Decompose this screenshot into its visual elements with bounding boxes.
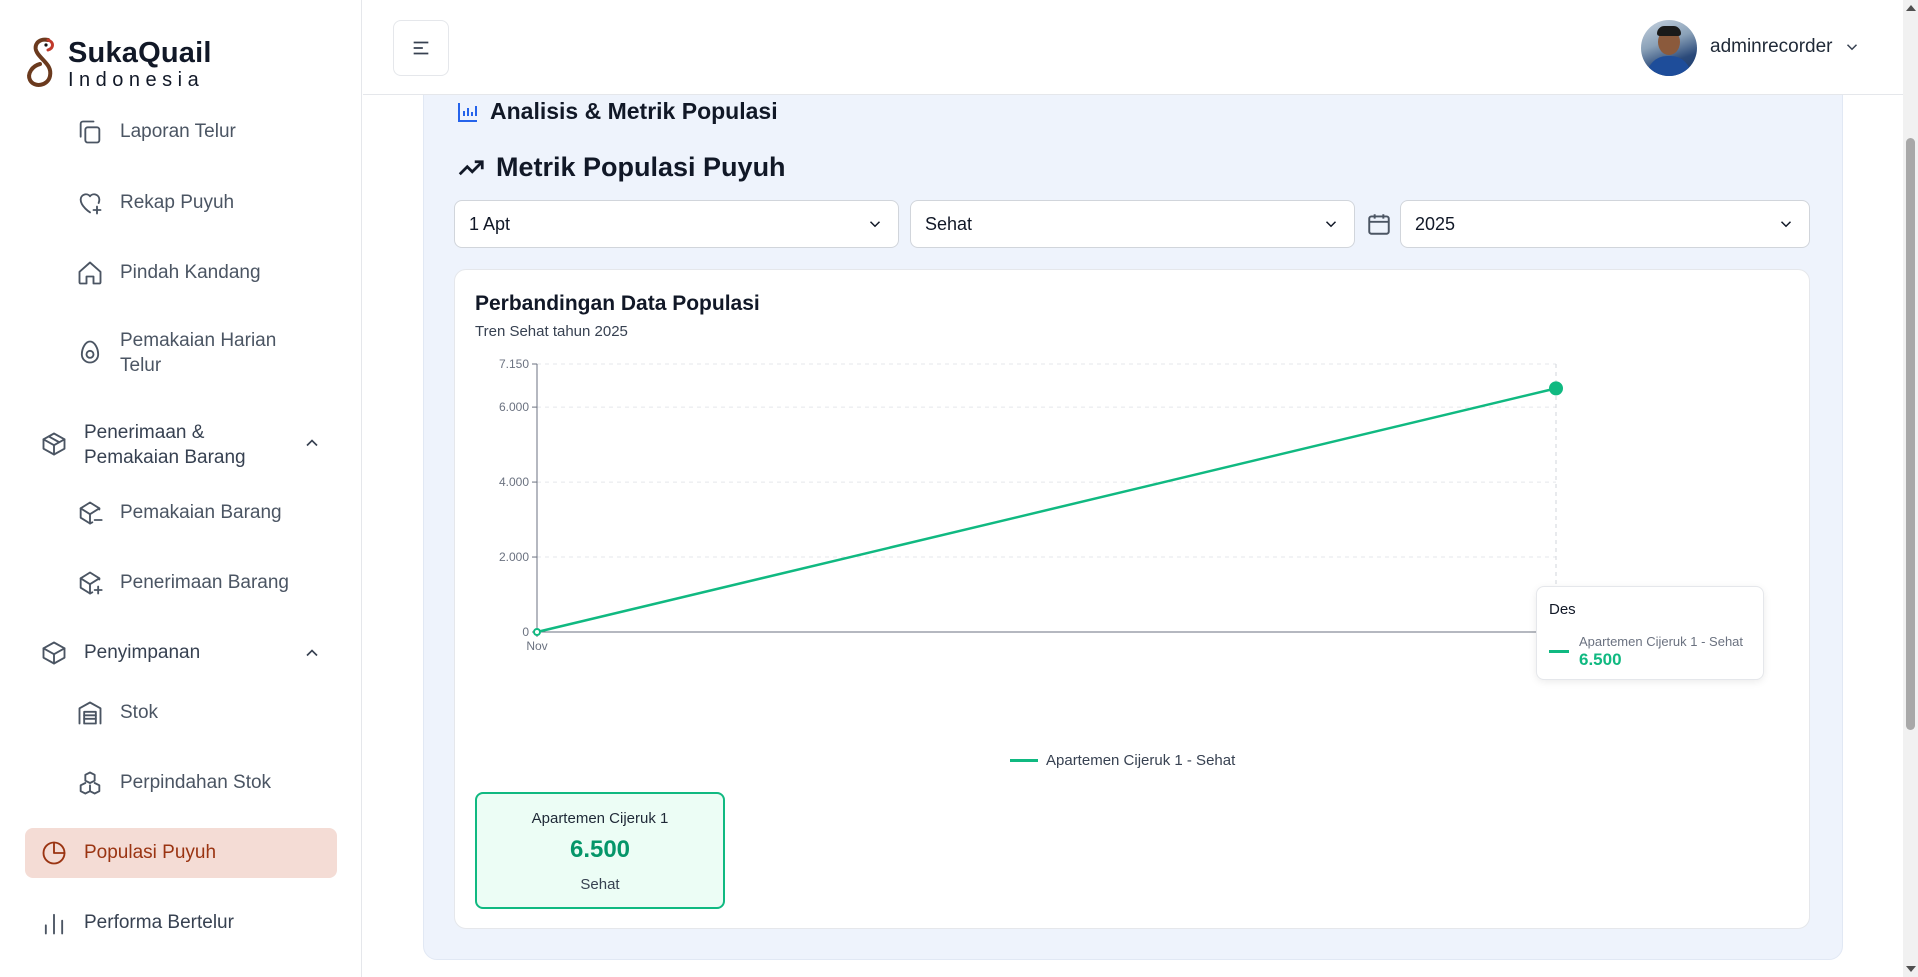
sidebar-item-label: Penerimaan Barang — [120, 572, 289, 593]
stat-status: Sehat — [580, 876, 620, 893]
warehouse-icon — [76, 699, 104, 727]
sidebar-item-label: Pemakaian Barang — [120, 502, 282, 523]
pie-chart-icon — [40, 839, 68, 867]
x-tick-label: Nov — [526, 639, 547, 653]
metric-title-text: Metrik Populasi Puyuh — [496, 152, 786, 182]
brand-title: SukaQuail — [68, 37, 212, 69]
box-icon — [40, 639, 68, 667]
population-stat-card: Apartemen Cijeruk 1 6.500 Sehat — [475, 792, 725, 909]
package-minus-icon — [76, 499, 104, 527]
sidebar-item-perpindahan-stok[interactable]: Perpindahan Stok — [76, 769, 271, 797]
chevron-down-icon — [1846, 44, 1857, 51]
section-title: Analisis & Metrik Populasi — [456, 98, 778, 125]
sidebar-item-rekap-puyuh[interactable]: Rekap Puyuh — [76, 189, 234, 217]
status-select[interactable]: Sehat — [910, 200, 1355, 248]
sidebar-item-populasi-puyuh[interactable]: Populasi Puyuh — [40, 839, 216, 867]
y-tick-label: 7.150 — [499, 357, 529, 371]
sidebar-item-pemakaian-barang[interactable]: Pemakaian Barang — [76, 499, 282, 527]
series-line — [536, 387, 1557, 634]
year-select-value: 2025 — [1415, 213, 1456, 234]
sidebar-group-label: Penyimpanan — [84, 642, 201, 663]
scroll-down-arrow-icon[interactable] — [1906, 966, 1916, 972]
trending-up-icon — [458, 159, 484, 175]
status-select-value: Sehat — [925, 213, 973, 234]
sidebar-item-label: Pindah Kandang — [120, 262, 261, 283]
y-tick-label: 0 — [522, 625, 529, 639]
sidebar-item-label: Stok — [120, 702, 159, 723]
username-label: adminrecorder — [1710, 36, 1833, 57]
chart-legend[interactable]: Apartemen Cijeruk 1 - Sehat — [1010, 752, 1235, 769]
bar-chart-icon — [458, 102, 477, 122]
year-select[interactable]: 2025 — [1400, 200, 1810, 248]
stat-name: Apartemen Cijeruk 1 — [531, 810, 669, 827]
heart-plus-icon — [76, 189, 104, 217]
chevron-up-icon[interactable] — [302, 643, 322, 663]
brand-subtitle: Indonesia — [68, 69, 205, 91]
package-plus-icon — [76, 569, 104, 597]
sidebar-item-label: Performa Bertelur — [84, 912, 234, 933]
cage-select[interactable]: 1 Apt — [454, 200, 899, 248]
y-tick-label: 4.000 — [499, 475, 529, 489]
calendar-icon — [1366, 211, 1392, 237]
avatar[interactable] — [1641, 20, 1697, 76]
metric-title: Metrik Populasi Puyuh — [456, 152, 786, 183]
legend-swatch — [1010, 759, 1038, 762]
sidebar-group-penerimaan-pemakaian[interactable]: Penerimaan & Pemakaian Barang — [40, 420, 274, 470]
section-title-text: Analisis & Metrik Populasi — [490, 98, 778, 124]
chevron-down-icon — [1325, 221, 1337, 228]
sidebar-item-label: Pemakaian Harian Telur — [120, 330, 277, 376]
sidebar-item-laporan-telur[interactable]: Laporan Telur — [76, 118, 236, 146]
brand-logo[interactable]: SukaQuail Indonesia — [24, 34, 354, 94]
legend-label: Apartemen Cijeruk 1 - Sehat — [1046, 752, 1236, 769]
sidebar-item-label: Populasi Puyuh — [84, 842, 217, 863]
data-point[interactable] — [533, 628, 541, 636]
chart-title: Perbandingan Data Populasi — [475, 292, 760, 315]
chevron-down-icon — [869, 221, 881, 228]
copy-icon — [76, 118, 104, 146]
sidebar-group-penyimpanan[interactable]: Penyimpanan — [40, 639, 200, 667]
y-tick-label: 2.000 — [499, 550, 529, 564]
y-tick-label: 6.000 — [499, 400, 529, 414]
package-icon — [40, 430, 68, 458]
population-chart-card: 0 2.000 4.000 6.000 7.150 Nov Des Perbandingan… — [454, 269, 1810, 929]
cage-select-value: 1 Apt — [469, 213, 511, 234]
top-header: adminrecorder — [363, 0, 1903, 95]
page-scrollbar[interactable] — [1903, 0, 1918, 977]
tooltip-series-name: Apartemen Cijeruk 1 - Sehat — [1579, 634, 1744, 649]
user-menu[interactable]: adminrecorder — [1710, 36, 1861, 58]
bar-chart-icon — [40, 909, 68, 937]
sidebar-item-stok[interactable]: Stok — [76, 699, 158, 727]
sidebar-item-penerimaan-barang[interactable]: Penerimaan Barang — [76, 569, 289, 597]
data-point[interactable] — [1549, 381, 1563, 396]
stat-value: 6.500 — [569, 836, 631, 863]
sidebar-item-active-bg — [25, 828, 337, 878]
egg-icon — [76, 338, 104, 366]
chevron-down-icon — [1780, 221, 1792, 228]
sidebar-item-label: Laporan Telur — [120, 121, 236, 142]
scrollbar-thumb[interactable] — [1906, 138, 1915, 730]
tooltip-series-swatch — [1549, 650, 1569, 653]
sidebar-item-label: Rekap Puyuh — [120, 192, 235, 213]
chart-tooltip: Des Apartemen Cijeruk 1 - Sehat 6.500 — [1536, 586, 1764, 680]
sidebar-item-label: Perpindahan Stok — [120, 772, 272, 793]
sidebar-item-pemakaian-harian-telur[interactable]: Pemakaian Harian Telur — [76, 328, 290, 378]
tooltip-title: Des — [1549, 601, 1576, 618]
menu-toggle-button[interactable] — [393, 20, 449, 76]
boxes-icon — [76, 769, 104, 797]
quail-logo-icon — [27, 37, 54, 87]
sidebar: SukaQuail Indonesia Laporan Telur Rekap … — [0, 0, 362, 977]
tooltip-value: 6.500 — [1579, 650, 1622, 669]
scroll-up-arrow-icon[interactable] — [1906, 5, 1916, 11]
menu-icon — [413, 41, 429, 55]
chevron-up-icon[interactable] — [302, 433, 322, 453]
sidebar-group-label: Penerimaan & Pemakaian Barang — [84, 422, 246, 468]
chart-subtitle: Tren Sehat tahun 2025 — [475, 323, 628, 340]
sidebar-item-performa-bertelur[interactable]: Performa Bertelur — [40, 909, 234, 937]
home-icon — [76, 259, 104, 287]
sidebar-item-pindah-kandang[interactable]: Pindah Kandang — [76, 259, 261, 287]
